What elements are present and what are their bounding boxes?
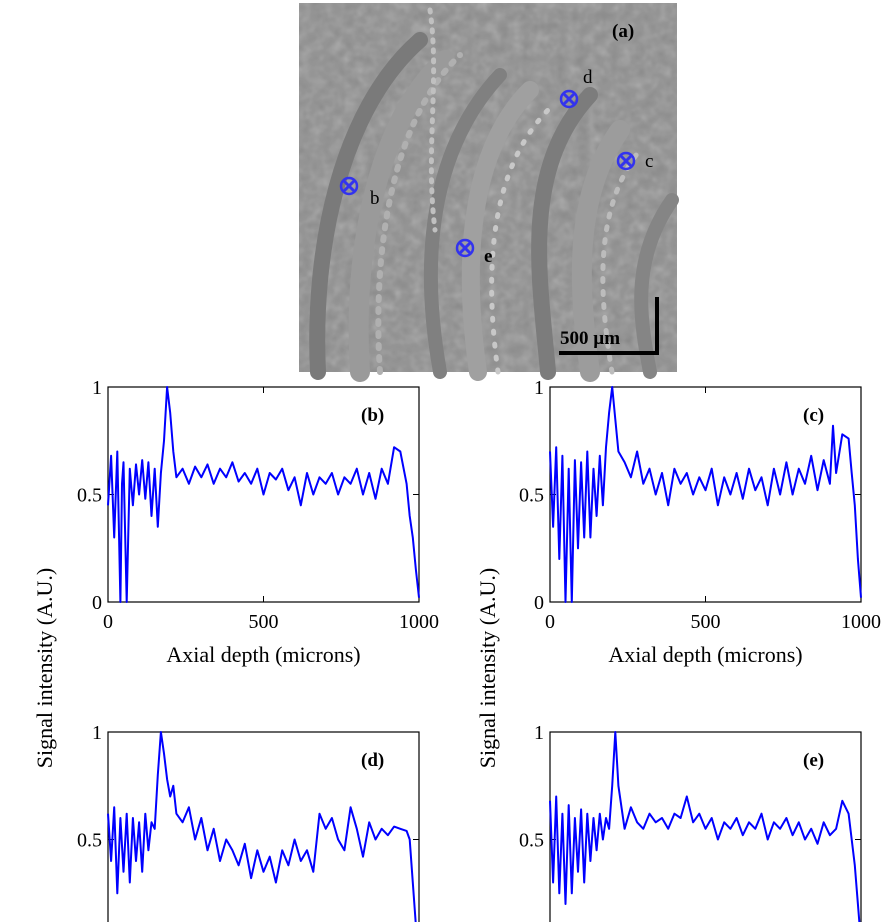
x-tick-label: 1000	[399, 611, 439, 633]
signal-line	[549, 731, 861, 922]
x-axis-label: Axial depth (microns)	[166, 642, 360, 667]
y-tick-label: 1	[534, 377, 544, 399]
panel-label: (d)	[361, 750, 384, 771]
x-tick-label: 500	[249, 611, 279, 633]
scale-bar-label: 500 µm	[560, 328, 620, 349]
y-tick-label: 0.5	[519, 485, 544, 507]
marker-label-c: c	[645, 151, 653, 172]
y-tick-label: 0	[534, 592, 544, 614]
chart-panel-d: 0.5 1 (d)	[77, 722, 420, 922]
plot-frame	[107, 731, 420, 922]
marker-label-e: e	[484, 246, 492, 267]
y-tick-label: 1	[92, 722, 102, 744]
x-axis-label: Axial depth (microns)	[608, 642, 802, 667]
signal-line	[107, 731, 417, 922]
marker-b: b	[339, 176, 380, 209]
chart-panel-c: 0 0.5 1 0 500 1000 Axial depth (microns) (c)	[519, 377, 881, 667]
chart-panel-b: 0 0.5 1 0 500 1000 Axial depth (microns) (b)	[77, 377, 439, 667]
y-tick-label: 0	[92, 592, 102, 614]
marker-label-d: d	[583, 67, 593, 88]
scale-bar: 500 µm	[559, 297, 659, 355]
marker-label-b: b	[370, 188, 380, 209]
y-tick-label: 1	[534, 722, 544, 744]
panel-label: (b)	[361, 405, 384, 426]
marker-c: c	[616, 151, 653, 172]
y-axis-label-right: Signal intensity (A.U.)	[475, 568, 500, 768]
x-tick-label: 0	[103, 611, 113, 633]
y-tick-label: 0.5	[77, 485, 102, 507]
x-tick-label: 1000	[841, 611, 881, 633]
signal-line	[107, 386, 420, 603]
signal-line	[549, 386, 862, 603]
cross-marker-icon	[455, 238, 475, 258]
chart-panel-e: 0.5 1 (e)	[519, 722, 862, 922]
y-tick-label: 0.5	[519, 830, 544, 852]
marker-e: e	[455, 238, 492, 267]
panel-label: (e)	[803, 750, 824, 771]
y-tick-label: 1	[92, 377, 102, 399]
x-tick-label: 500	[691, 611, 721, 633]
y-tick-label: 0.5	[77, 830, 102, 852]
marker-d: d	[559, 67, 593, 109]
cross-marker-icon	[616, 151, 636, 171]
panel-label: (c)	[803, 405, 824, 426]
cross-marker-icon	[339, 176, 359, 196]
y-axis-label-left: Signal intensity (A.U.)	[32, 568, 57, 768]
tissue-bands	[309, 7, 679, 382]
microscopy-image-panel: (a) 500 µm b c	[299, 3, 679, 382]
image-panel-label: (a)	[612, 21, 634, 42]
x-tick-label: 0	[545, 611, 555, 633]
cross-marker-icon	[559, 89, 579, 109]
